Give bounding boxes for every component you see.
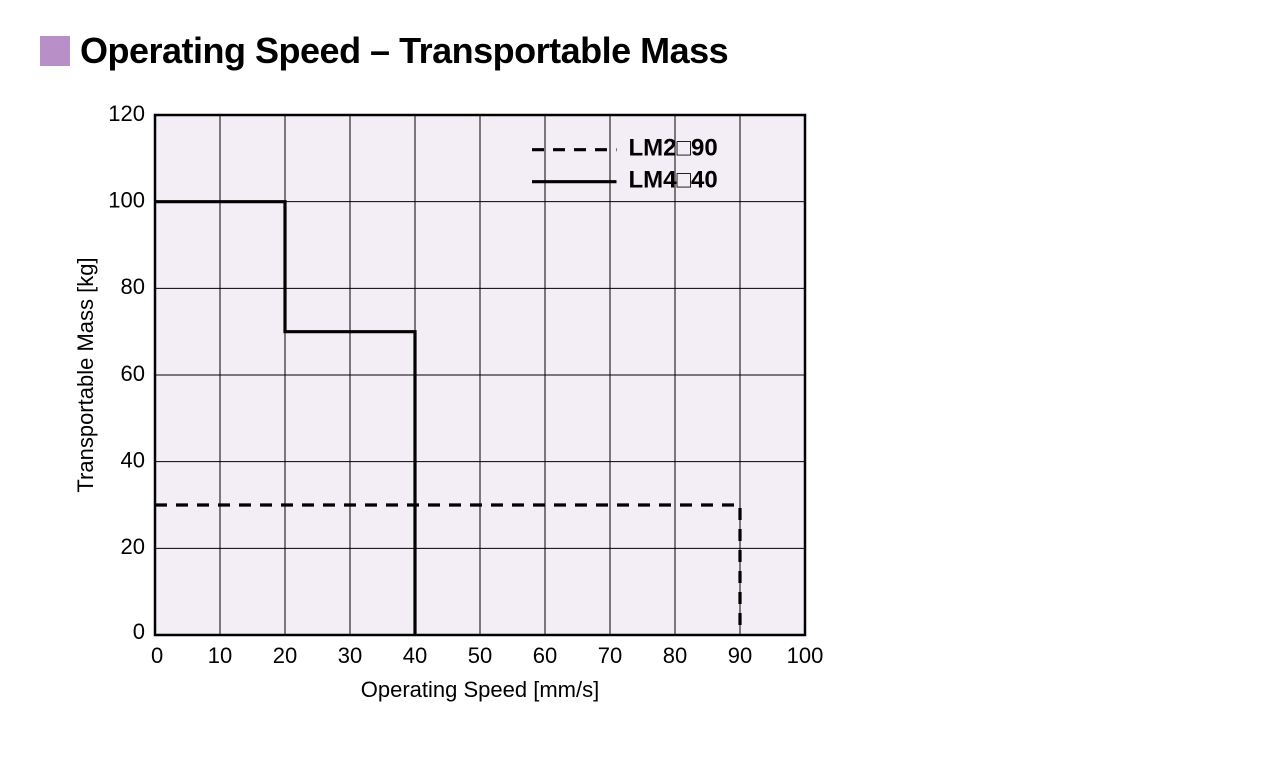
svg-text:0: 0 <box>133 619 145 644</box>
svg-text:60: 60 <box>121 361 145 386</box>
step-chart-svg: 0 10 20 30 40 50 60 70 80 90 100 Operating Speed [m… <box>60 90 840 710</box>
svg-text:Transportable Mass [kg]: Transportable Mass [kg] <box>73 257 98 492</box>
svg-text:10: 10 <box>208 643 232 668</box>
svg-text:40: 40 <box>403 643 427 668</box>
chart-title: Operating Speed – Transportable Mass <box>80 30 728 72</box>
svg-text:Operating Speed [mm/s]: Operating Speed [mm/s] <box>361 677 599 702</box>
svg-text:70: 70 <box>598 643 622 668</box>
title-bullet-block <box>40 36 70 66</box>
svg-text:20: 20 <box>121 534 145 559</box>
legend-label-LM2□90: LM2□90 <box>629 135 718 162</box>
svg-text:30: 30 <box>338 643 362 668</box>
svg-text:40: 40 <box>121 447 145 472</box>
svg-text:100: 100 <box>108 187 145 212</box>
chart-title-row: Operating Speed – Transportable Mass <box>40 30 1240 72</box>
svg-text:120: 120 <box>108 101 145 126</box>
svg-text:80: 80 <box>121 274 145 299</box>
svg-text:80: 80 <box>663 643 687 668</box>
svg-text:60: 60 <box>533 643 557 668</box>
svg-text:0: 0 <box>151 643 163 668</box>
chart-container: 0 10 20 30 40 50 60 70 80 90 100 Operating Speed [m… <box>60 90 1240 710</box>
svg-text:20: 20 <box>273 643 297 668</box>
legend-label-LM4□40: LM4□40 <box>629 167 718 194</box>
svg-text:100: 100 <box>787 643 824 668</box>
svg-text:50: 50 <box>468 643 492 668</box>
svg-text:90: 90 <box>728 643 752 668</box>
